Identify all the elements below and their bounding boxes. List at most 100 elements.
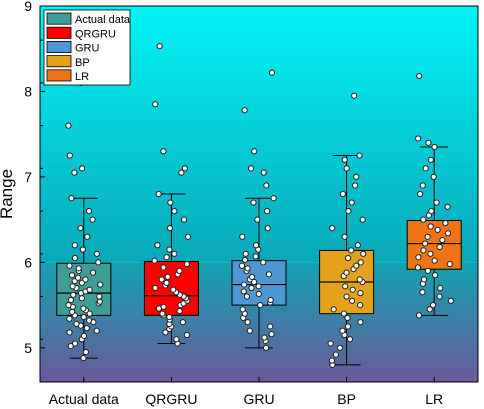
data-point [173,336,180,343]
data-point [71,340,79,347]
data-point [345,207,352,215]
axes [39,5,479,383]
data-point [260,259,267,266]
data-point [346,336,354,343]
data-point [74,274,82,281]
data-point [241,281,248,288]
data-point [427,223,434,230]
data-point [444,203,451,210]
data-point [415,254,422,261]
data-point [349,286,356,293]
data-point [86,317,93,324]
data-point [251,148,258,155]
data-point [75,265,82,272]
data-point [164,273,171,280]
data-point [437,284,444,292]
data-point [342,283,349,290]
data-point [360,250,367,257]
data-point [446,260,453,268]
data-point [268,69,276,76]
data-point [155,190,162,198]
data-point [248,165,255,172]
data-point [263,182,270,189]
data-point [158,276,165,283]
data-point [414,264,422,271]
data-point [166,313,173,321]
legend-swatch [46,12,72,25]
x-tick-label: LR [425,391,443,407]
points-gru [238,69,277,351]
data-point [66,329,73,336]
data-point [240,288,247,295]
data-point [420,216,427,223]
data-point [166,225,174,232]
data-point [71,254,79,262]
data-point [80,305,87,312]
data-point [68,195,75,202]
data-point [422,165,429,172]
data-point [257,301,264,309]
data-point [267,296,274,304]
data-point [252,242,260,249]
data-point [341,233,348,240]
data-point [180,216,188,223]
data-point [97,281,104,288]
data-point [432,272,439,279]
data-point [343,269,350,276]
data-point [424,233,431,240]
data-point [159,310,166,317]
y-axis-title: Range [0,169,16,219]
data-point [163,254,170,261]
data-point [181,165,188,172]
data-point [353,173,360,181]
data-point [419,182,426,189]
data-point [70,291,77,298]
data-point [444,230,452,237]
data-point [264,225,271,232]
data-point [419,289,426,296]
data-point [241,107,248,114]
data-point [434,226,441,233]
data-point [171,207,178,215]
data-point [67,296,75,304]
data-point [264,207,271,215]
data-point [327,340,334,347]
data-point [179,319,187,326]
data-point [65,301,72,309]
y-tick-label: 9 [24,0,32,14]
legend-label: BP [75,57,90,69]
data-point [250,199,257,206]
data-point [255,283,262,290]
data-point [84,233,91,240]
data-point [254,216,261,223]
data-point [65,122,72,129]
data-point [176,267,183,275]
points-lr [414,72,454,319]
legend-swatch [46,26,72,39]
x-tick-label: BP [337,391,356,407]
data-point [431,257,438,264]
data-point [447,297,454,304]
points-qrgru [151,43,192,347]
legend-swatch [46,69,72,82]
data-point [162,329,169,336]
data-point [80,354,87,362]
data-point [86,286,93,293]
data-point [265,271,272,278]
data-point [359,216,366,223]
legend-swatch [46,41,72,54]
data-point [343,165,350,172]
data-point [426,306,433,313]
data-point [156,43,163,50]
data-point [339,190,347,198]
data-point [339,327,346,334]
data-point [255,290,262,298]
data-point [68,272,76,279]
data-point [242,250,249,257]
legend-swatch [46,55,72,68]
data-point [77,225,84,232]
data-point [238,262,246,269]
points-bp [327,92,367,369]
x-tick-label: GRU [243,391,274,407]
